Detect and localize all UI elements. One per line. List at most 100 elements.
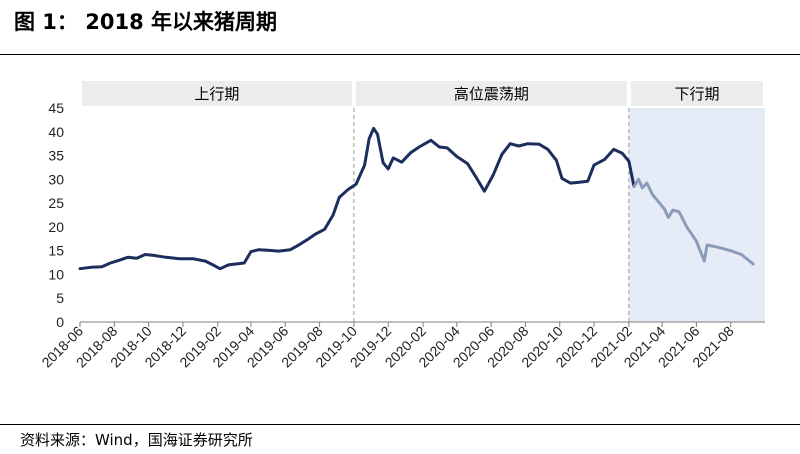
data-point [297, 244, 300, 246]
data-point [466, 162, 469, 165]
data-point [667, 216, 670, 219]
data-point [561, 177, 563, 180]
data-point [400, 161, 403, 164]
data-point [277, 250, 280, 252]
data-point [219, 267, 221, 270]
phase-layer: 上行期 高位震荡期 下行期 [82, 81, 765, 322]
data-point [258, 248, 260, 251]
data-point [409, 151, 412, 154]
data-point [192, 257, 195, 260]
data-point [569, 182, 572, 184]
data-point [323, 228, 326, 231]
data-point [593, 164, 595, 166]
y-tick-label: 0 [56, 314, 64, 330]
y-tick-label: 10 [48, 266, 64, 282]
data-point [213, 264, 215, 267]
data-point [332, 214, 334, 216]
data-point [363, 164, 366, 166]
figure-title: 图 1： 2018 年以来猪周期 [14, 10, 277, 34]
data-point [204, 260, 207, 262]
y-tick-label: 30 [48, 171, 64, 187]
data-point [314, 233, 317, 235]
data-point [752, 263, 754, 265]
data-point [671, 209, 674, 212]
data-point [686, 226, 688, 228]
data-point [165, 256, 167, 259]
phase-label: 高位震荡期 [454, 85, 529, 103]
data-point [346, 188, 349, 191]
data-point [430, 139, 432, 142]
data-point [663, 208, 666, 210]
data-point [729, 249, 732, 252]
data-point [127, 256, 129, 259]
data-point [136, 257, 138, 260]
phase-band [82, 81, 352, 106]
y-tick-label: 25 [48, 195, 64, 211]
data-point [382, 161, 384, 164]
data-point [695, 240, 698, 242]
data-point [483, 190, 486, 193]
phase-label: 下行期 [674, 85, 719, 103]
data-point [267, 249, 269, 251]
data-point [587, 180, 589, 183]
data-point [555, 159, 558, 162]
data-point [612, 148, 615, 151]
data-point [637, 178, 640, 181]
data-point [646, 182, 648, 184]
series-line-main [78, 126, 636, 271]
data-point [500, 153, 503, 156]
phase-label: 上行期 [194, 85, 239, 103]
data-point [678, 210, 680, 213]
data-point [517, 145, 520, 147]
data-point [578, 181, 581, 183]
data-point [392, 157, 395, 159]
y-tick-label: 40 [48, 124, 64, 140]
data-point [178, 257, 181, 260]
data-point [446, 147, 449, 149]
data-point [234, 263, 237, 265]
data-point [243, 262, 246, 264]
data-point [621, 152, 623, 154]
data-point [509, 142, 512, 145]
data-point [250, 250, 252, 253]
title-rule [0, 54, 800, 55]
data-point [227, 264, 230, 266]
y-tick-label: 5 [56, 290, 64, 306]
y-tick-label: 15 [48, 243, 64, 259]
data-point [740, 253, 743, 256]
data-point [703, 260, 706, 262]
y-tick-label: 45 [48, 100, 64, 116]
data-point [538, 143, 540, 145]
data-point [355, 183, 357, 185]
footer-rule [0, 424, 800, 425]
data-point [338, 196, 341, 199]
series-layer [78, 126, 755, 271]
data-point [475, 176, 477, 178]
data-point [387, 168, 389, 170]
data-point [79, 267, 81, 270]
data-point [603, 158, 606, 161]
data-point [89, 266, 92, 269]
data-point [633, 185, 635, 188]
data-point [376, 133, 379, 135]
phase-band [355, 81, 627, 106]
data-point [492, 173, 495, 176]
data-point [418, 146, 420, 148]
data-point [641, 187, 644, 189]
data-point [101, 266, 103, 268]
data-point [109, 262, 112, 264]
data-point [456, 155, 458, 158]
source-note: 资料来源：Wind，国海证券研究所 [20, 431, 253, 449]
data-point [118, 259, 121, 261]
data-point [438, 146, 441, 148]
data-point [628, 160, 630, 163]
data-point [152, 254, 155, 257]
data-point [372, 127, 375, 130]
data-point [144, 253, 147, 256]
data-point [368, 138, 370, 140]
data-point [651, 193, 654, 196]
phase-shading [628, 108, 765, 322]
data-point [706, 244, 708, 246]
data-point [289, 248, 292, 251]
